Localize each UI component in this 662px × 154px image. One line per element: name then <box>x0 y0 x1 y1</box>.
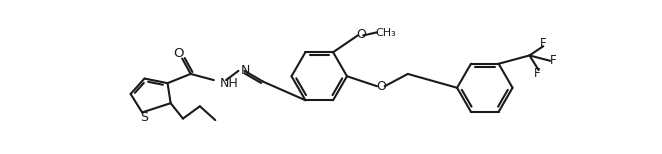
Text: O: O <box>376 80 386 93</box>
Text: F: F <box>550 54 557 67</box>
Text: O: O <box>356 28 366 41</box>
Text: NH: NH <box>220 77 239 90</box>
Text: F: F <box>534 67 540 80</box>
Text: CH₃: CH₃ <box>376 28 397 38</box>
Text: O: O <box>173 47 183 60</box>
Text: F: F <box>540 37 547 50</box>
Text: N: N <box>241 64 250 77</box>
Text: S: S <box>140 111 148 124</box>
